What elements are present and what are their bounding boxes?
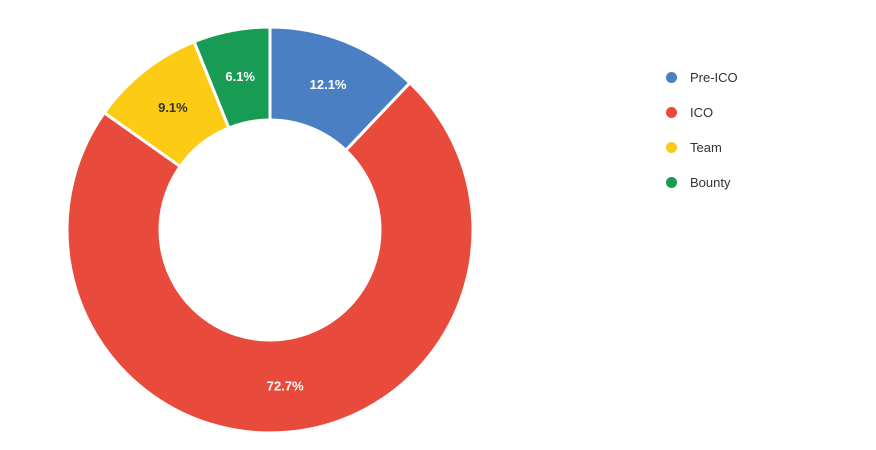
data-label-team: 9.1% (158, 100, 188, 115)
legend-item-team[interactable]: Team (666, 136, 738, 158)
legend-marker (666, 71, 677, 83)
donut-data-labels: 12.1% 72.7% 9.1% 6.1% (158, 69, 347, 393)
chart-legend: Pre-ICO ICO Team Bounty (666, 66, 738, 206)
legend-marker (666, 106, 677, 118)
data-label-bounty: 6.1% (225, 69, 255, 84)
legend-item-pre-ico[interactable]: Pre-ICO (666, 66, 738, 88)
legend-label: Pre-ICO (690, 69, 738, 85)
data-label-pre-ico: 12.1% (310, 77, 347, 92)
legend-label: Team (690, 139, 722, 155)
legend-item-ico[interactable]: ICO (666, 101, 738, 123)
legend-label: Bounty (690, 174, 731, 190)
legend-marker (666, 176, 677, 188)
legend-item-bounty[interactable]: Bounty (666, 171, 738, 193)
legend-marker (666, 141, 677, 153)
slice-ico[interactable] (65, 80, 475, 435)
legend-label: ICO (690, 104, 714, 120)
data-label-ico: 72.7% (267, 378, 304, 393)
slice-bounty[interactable] (192, 25, 272, 130)
donut-slices (65, 25, 475, 435)
